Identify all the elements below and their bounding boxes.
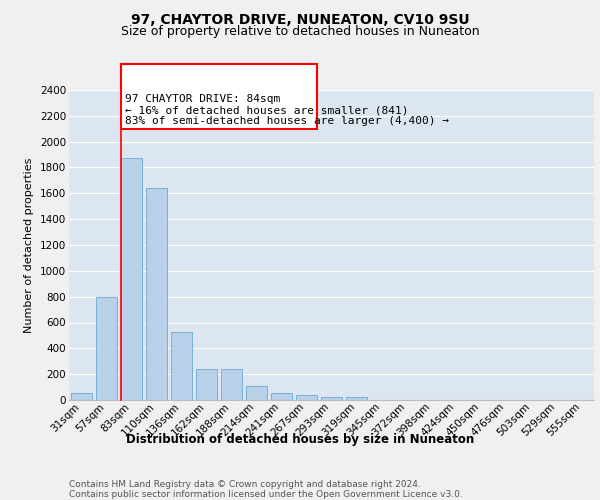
- Bar: [296, 396, 317, 400]
- Y-axis label: Number of detached properties: Number of detached properties: [25, 158, 34, 332]
- Bar: [246, 386, 267, 400]
- Bar: [146, 188, 167, 400]
- Bar: [196, 369, 217, 400]
- Text: Contains HM Land Registry data © Crown copyright and database right 2024.
Contai: Contains HM Land Registry data © Crown c…: [69, 480, 463, 500]
- Bar: [221, 369, 242, 400]
- Text: 97 CHAYTOR DRIVE: 84sqm: 97 CHAYTOR DRIVE: 84sqm: [125, 94, 280, 104]
- Bar: [121, 158, 142, 400]
- Bar: [96, 296, 117, 400]
- Text: Distribution of detached houses by size in Nuneaton: Distribution of detached houses by size …: [126, 432, 474, 446]
- Bar: [171, 332, 192, 400]
- Text: Size of property relative to detached houses in Nuneaton: Size of property relative to detached ho…: [121, 25, 479, 38]
- Text: 97, CHAYTOR DRIVE, NUNEATON, CV10 9SU: 97, CHAYTOR DRIVE, NUNEATON, CV10 9SU: [131, 12, 469, 26]
- Bar: [121, 64, 317, 130]
- Text: 83% of semi-detached houses are larger (4,400) →: 83% of semi-detached houses are larger (…: [125, 116, 449, 126]
- Bar: [346, 398, 367, 400]
- Text: ← 16% of detached houses are smaller (841): ← 16% of detached houses are smaller (84…: [125, 106, 408, 116]
- Bar: [321, 398, 342, 400]
- Bar: [271, 393, 292, 400]
- Bar: [71, 393, 92, 400]
